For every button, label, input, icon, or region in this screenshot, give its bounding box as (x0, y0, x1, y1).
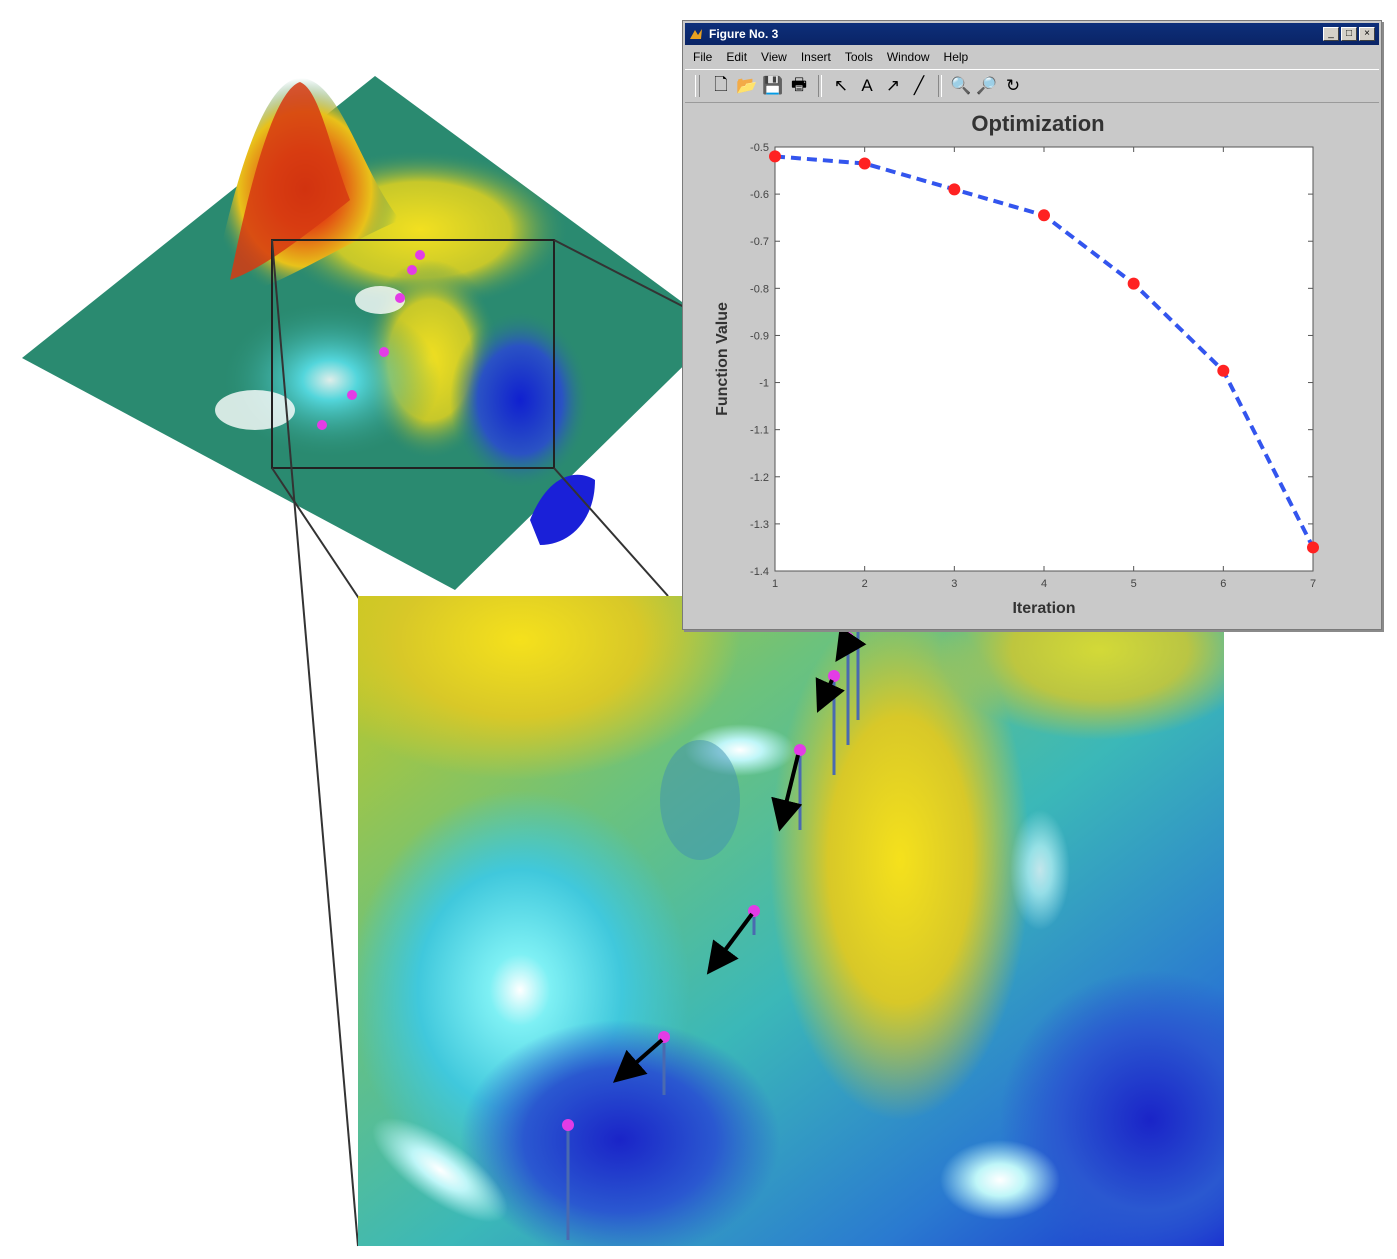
toolbar: 🗋 📂 💾 🖶 ↖ A ↗ ╱ 🔍 🔎 ↻ (685, 69, 1379, 103)
descent-path (562, 626, 867, 1240)
x-tick-label: 1 (772, 578, 778, 590)
toolbar-grip[interactable] (695, 75, 700, 97)
x-tick-label: 7 (1310, 578, 1316, 590)
y-tick-label: -1 (759, 378, 769, 390)
line-icon[interactable]: ╱ (913, 76, 925, 95)
y-tick-label: -0.9 (750, 330, 769, 342)
data-point (769, 150, 781, 163)
data-point (858, 157, 871, 170)
arrow-draw-icon[interactable]: ↗ (885, 76, 901, 95)
menu-file[interactable]: File (693, 50, 713, 64)
y-tick-label: -1.2 (750, 472, 769, 484)
toolbar-separator (818, 75, 822, 97)
data-point (1038, 209, 1050, 222)
x-axis-label: Iteration (1012, 600, 1075, 617)
menu-tools[interactable]: Tools (844, 50, 873, 64)
menu-edit[interactable]: Edit (726, 50, 748, 64)
data-point (1127, 277, 1140, 290)
new-icon[interactable]: 🗋 (714, 74, 728, 94)
toolbar-separator (938, 75, 942, 97)
x-tick-label: 2 (862, 578, 868, 590)
x-tick-label: 3 (951, 578, 957, 590)
zoom-out-icon[interactable]: 🔎 (976, 76, 998, 95)
matlab-logo-icon (690, 29, 702, 39)
window-title: Figure No. 3 (709, 27, 779, 41)
open-icon[interactable]: 📂 (736, 76, 758, 95)
y-tick-label: -0.6 (750, 189, 769, 201)
maximize-button[interactable]: □ (1341, 27, 1357, 41)
y-tick-label: -1.4 (750, 566, 769, 578)
data-point (1307, 541, 1319, 554)
close-button[interactable]: × (1359, 27, 1375, 41)
x-tick-label: 4 (1041, 578, 1047, 590)
arrow-icon[interactable]: ↖ (833, 76, 849, 95)
axis-ticks: 1 2 3 4 5 6 7 -0.5 -0.6 -0.7 -0.8 -0.9 -1 -1.1 -1.2 -1.… (750, 142, 1316, 590)
menu-bar: File Edit View Insert Tools Window Help (685, 47, 1379, 67)
print-icon[interactable]: 🖶 (790, 74, 808, 94)
title-bar: Figure No. 3 _ □ × (685, 23, 1379, 45)
menu-window[interactable]: Window (886, 50, 930, 64)
save-icon[interactable]: 💾 (762, 76, 784, 95)
y-tick-label: -1.3 (750, 519, 769, 531)
y-tick-label: -1.1 (750, 425, 769, 437)
menu-view[interactable]: View (761, 50, 787, 64)
zoom-connectors (271, 239, 691, 1247)
rotate-icon[interactable]: ↻ (1005, 76, 1021, 95)
optimization-plot: Optimization 1 2 3 4 5 6 7 -0.5 -0.6 -0.7 -0.8 -0.9… (714, 111, 1319, 617)
y-tick-label: -0.7 (750, 236, 769, 248)
menu-insert[interactable]: Insert (800, 50, 831, 64)
data-point (1217, 364, 1230, 377)
figure-window: Figure No. 3 _ □ × File Edit View Insert… (682, 20, 1382, 630)
text-icon[interactable]: A (861, 76, 873, 95)
minimize-button[interactable]: _ (1323, 27, 1339, 41)
y-axis-label: Function Value (714, 302, 731, 416)
y-tick-label: -0.8 (750, 283, 769, 295)
x-tick-label: 5 (1131, 578, 1137, 590)
zoom-in-icon[interactable]: 🔍 (950, 76, 972, 95)
plot-title: Optimization (971, 111, 1104, 136)
series-group (769, 150, 1319, 554)
overview-surface (22, 76, 720, 590)
zoomed-surface (358, 596, 1224, 1246)
menu-help[interactable]: Help (943, 50, 969, 64)
data-point (948, 183, 961, 196)
x-tick-label: 6 (1220, 578, 1226, 590)
y-tick-label: -0.5 (750, 142, 769, 154)
